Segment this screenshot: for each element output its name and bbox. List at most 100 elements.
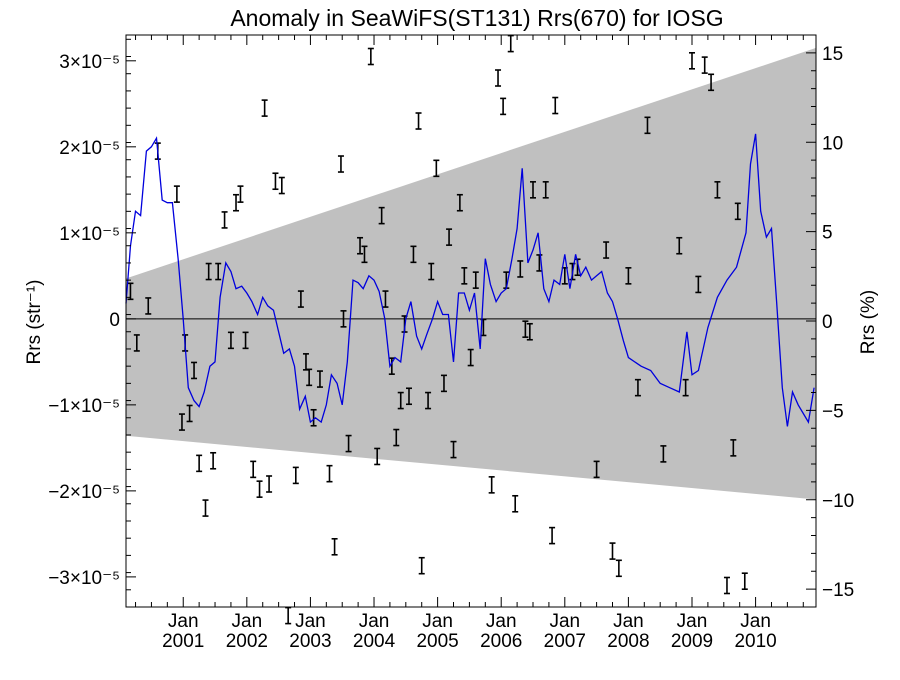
x-tick-year-label: 2008 xyxy=(607,631,649,652)
x-tick-year-label: 2003 xyxy=(289,631,331,652)
x-tick-year-label: 2009 xyxy=(671,631,713,652)
error-bar-point xyxy=(205,262,212,281)
error-bar-point xyxy=(714,181,721,199)
error-bar-point xyxy=(615,559,622,578)
error-bar-point xyxy=(723,576,730,595)
x-tick-month-label: Jan xyxy=(295,611,326,632)
error-bar-point xyxy=(603,241,610,259)
x-tick-year-label: 2010 xyxy=(734,631,776,652)
x-tick-month-label: Jan xyxy=(486,611,517,632)
error-bar-point xyxy=(730,439,737,457)
error-bar-point xyxy=(593,460,600,479)
error-bar-point xyxy=(227,331,234,350)
x-tick-month-label: Jan xyxy=(422,611,453,632)
x-tick-month-label: Jan xyxy=(549,611,580,632)
error-bar-point xyxy=(237,185,244,203)
error-bar-point xyxy=(261,99,268,117)
y-left-tick-label: −3×10⁻⁵ xyxy=(48,568,120,589)
error-bar-point xyxy=(456,193,463,212)
error-bar-point xyxy=(634,378,641,397)
y-left-tick-label: −1×10⁻⁵ xyxy=(48,396,120,417)
error-bar-point xyxy=(676,236,683,255)
y-right-tick-label: 10 xyxy=(822,133,843,154)
x-tick-year-label: 2007 xyxy=(544,631,586,652)
error-bar-point xyxy=(210,451,217,470)
error-bar-point xyxy=(418,556,425,575)
x-tick-month-label: Jan xyxy=(613,611,644,632)
error-bar-point xyxy=(609,542,616,560)
error-bar-point xyxy=(388,357,395,375)
error-bar-point xyxy=(488,476,495,494)
error-bar-point xyxy=(145,297,152,315)
error-bar-point xyxy=(552,96,559,115)
y-left-tick-label: 1×10⁻⁵ xyxy=(59,224,120,245)
y-left-tick-label: 3×10⁻⁵ xyxy=(59,52,120,73)
error-bar-point xyxy=(517,260,524,278)
error-bar-point xyxy=(734,202,741,221)
error-bar-point xyxy=(415,112,422,130)
error-bar-point xyxy=(549,526,556,545)
uncertainty-band xyxy=(126,47,816,500)
error-bar-point xyxy=(500,97,507,116)
error-bar-point xyxy=(393,428,400,447)
error-bar-point xyxy=(382,290,389,308)
error-bar-point xyxy=(202,499,209,517)
error-bar-point xyxy=(357,236,364,255)
error-bar-point xyxy=(272,172,279,191)
x-tick-year-label: 2006 xyxy=(480,631,522,652)
chart-title: Anomaly in SeaWiFS(ST131) Rrs(670) for I… xyxy=(230,5,723,31)
error-bar-point xyxy=(345,434,352,453)
error-bar-point xyxy=(173,185,180,203)
error-bar-point xyxy=(542,181,549,199)
error-bar-point xyxy=(682,378,689,397)
error-bar-point xyxy=(331,537,338,556)
error-bar-point xyxy=(361,245,368,264)
plot-area xyxy=(125,34,816,625)
error-bar-point xyxy=(433,159,440,178)
x-tick-month-label: Jan xyxy=(740,611,771,632)
error-bar-point xyxy=(467,348,474,367)
error-bar-point xyxy=(306,368,313,387)
y-right-tick-label: −5 xyxy=(822,401,844,422)
error-bar-point xyxy=(337,155,344,173)
y-left-tick-label: 0 xyxy=(109,310,120,331)
error-bar-point xyxy=(472,271,479,289)
error-bar-point xyxy=(340,310,347,328)
axes: 3×10⁻⁵ 2×10⁻⁵ 1×10⁻⁵ 0 −1×10⁻⁵ −2×10⁻⁵ −3×10⁻⁵… xyxy=(48,34,854,652)
error-bar-point xyxy=(507,34,514,53)
error-bar-point xyxy=(530,181,537,199)
error-bar-point xyxy=(256,480,263,498)
error-bar-point xyxy=(250,460,257,479)
error-bar-point xyxy=(660,445,667,463)
error-bar-point xyxy=(127,282,134,301)
error-bar-point xyxy=(178,413,185,431)
error-bar-point xyxy=(526,322,533,341)
error-bar-point xyxy=(196,454,203,473)
error-bar-point xyxy=(297,290,304,308)
error-bar-point xyxy=(425,391,432,410)
error-bar-point xyxy=(367,47,374,66)
x-tick-month-label: Jan xyxy=(232,611,263,632)
error-bar-point xyxy=(285,606,292,625)
error-bar-point xyxy=(374,447,381,466)
error-bar-point xyxy=(450,440,457,459)
error-bar-point xyxy=(378,206,385,225)
error-bar-point xyxy=(233,193,240,212)
error-bar-point xyxy=(512,494,519,513)
error-bar-point xyxy=(708,73,715,92)
error-bar-point xyxy=(461,267,468,285)
error-bar-point xyxy=(310,408,317,427)
error-bar-point xyxy=(326,464,333,483)
error-bar-point xyxy=(266,475,273,493)
x-tick-month-label: Jan xyxy=(677,611,708,632)
error-bar-point xyxy=(446,228,453,246)
y-right-tick-label: 5 xyxy=(822,223,833,244)
y-right-tick-label: 0 xyxy=(822,312,833,333)
error-bar-point xyxy=(625,267,632,285)
error-bar-point xyxy=(221,211,228,229)
x-tick-month-label: Jan xyxy=(359,611,390,632)
error-bar-point xyxy=(522,320,529,338)
error-bar-point xyxy=(292,466,299,485)
error-bar-point xyxy=(278,176,285,195)
